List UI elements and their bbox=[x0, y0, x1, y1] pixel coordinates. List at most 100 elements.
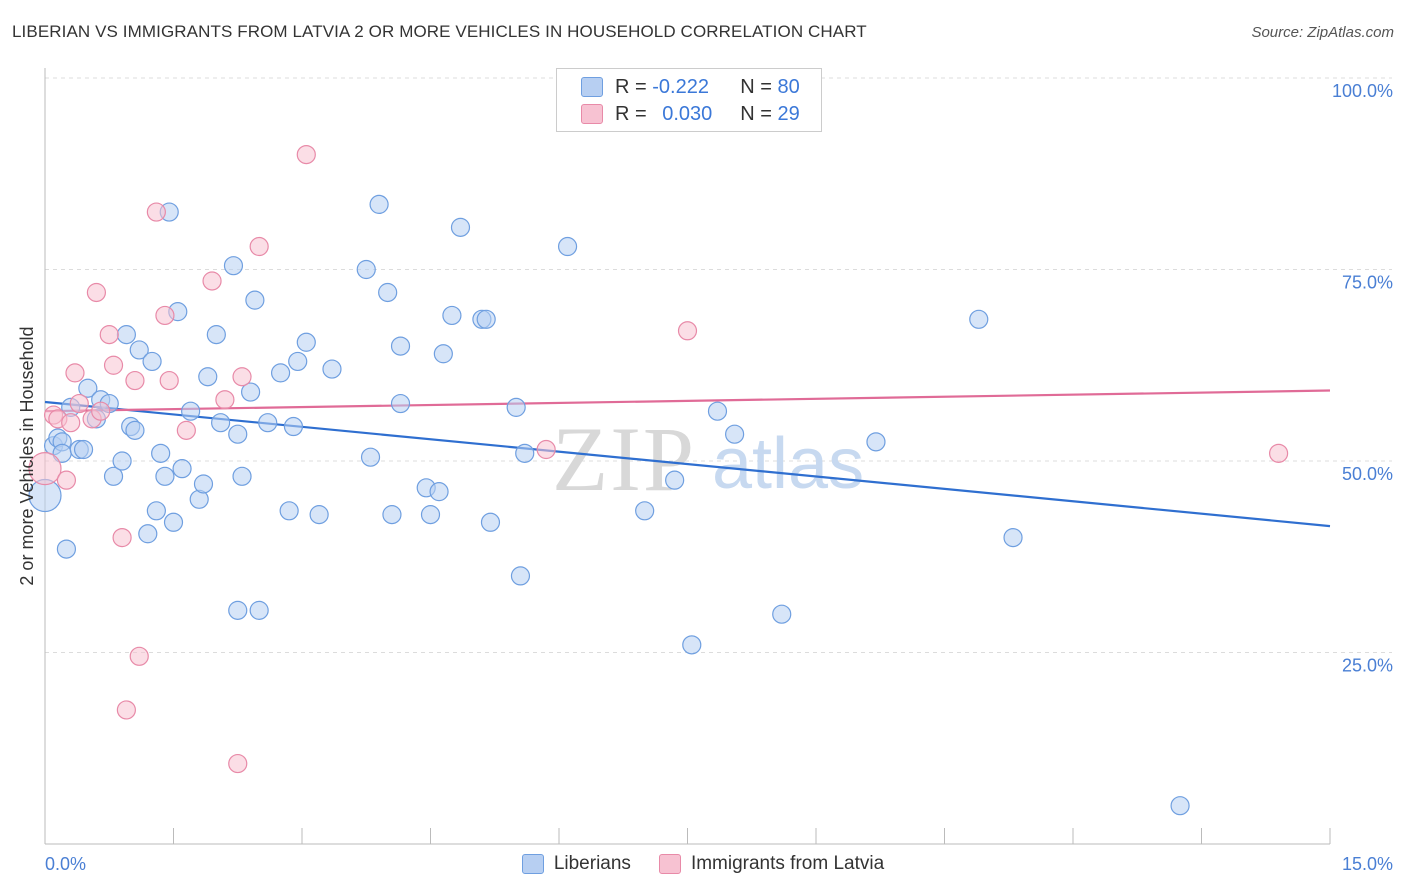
latvia-point bbox=[61, 413, 81, 433]
legend-r-value-liberians: -0.222 bbox=[652, 75, 709, 98]
liberians-point bbox=[245, 290, 265, 310]
liberians-point bbox=[476, 309, 496, 329]
latvia-point bbox=[677, 321, 698, 341]
latvia-point bbox=[146, 202, 166, 222]
liberians-point bbox=[296, 332, 316, 352]
liberians-point bbox=[116, 325, 136, 345]
liberians-legend-swatch bbox=[521, 854, 544, 874]
latvia-point bbox=[56, 470, 77, 490]
liberians-point bbox=[232, 466, 252, 486]
liberians-point bbox=[223, 256, 244, 276]
chart-source: Source: ZipAtlas.com bbox=[1251, 24, 1394, 41]
liberians-point bbox=[172, 459, 192, 479]
latvia-point bbox=[125, 370, 145, 391]
grid-lines bbox=[45, 77, 1392, 653]
liberians-point bbox=[288, 351, 308, 372]
correlation-legend: R = -0.222 N = 80 R = 0.030 N = 29 bbox=[556, 68, 822, 132]
watermark-zip: ZIP bbox=[552, 408, 696, 510]
data-points bbox=[28, 145, 1289, 816]
latvia-point bbox=[202, 271, 222, 291]
liberians-swatch bbox=[581, 77, 603, 97]
liberians-point bbox=[772, 604, 792, 624]
liberians-point bbox=[682, 635, 702, 655]
latvia-point bbox=[159, 370, 179, 391]
latvia-point bbox=[232, 367, 252, 387]
liberians-point bbox=[249, 600, 269, 620]
legend-label-latvia: Immigrants from Latvia bbox=[690, 853, 885, 874]
y-axis-label: 2 or more Vehicles in Household bbox=[17, 326, 37, 585]
y-tick-label: 25.0% bbox=[1342, 656, 1393, 676]
latvia-point bbox=[91, 401, 111, 421]
legend-row-liberians: R = -0.222 N = 80 bbox=[581, 74, 800, 100]
liberians-point bbox=[129, 340, 149, 360]
latvia-swatch bbox=[581, 104, 603, 124]
liberians-point bbox=[309, 505, 329, 525]
liberians-point bbox=[360, 447, 381, 467]
y-tick-label: 50.0% bbox=[1342, 464, 1393, 484]
liberians-point bbox=[1170, 796, 1190, 816]
liberians-point bbox=[442, 305, 462, 326]
liberians-point bbox=[142, 351, 162, 372]
liberians-point bbox=[73, 439, 94, 460]
liberians-point bbox=[112, 451, 132, 471]
liberians-point bbox=[369, 194, 389, 214]
latvia-point bbox=[65, 363, 85, 383]
legend-r-label: R = bbox=[615, 75, 647, 98]
liberians-point bbox=[557, 236, 578, 257]
y-tick-label: 75.0% bbox=[1342, 273, 1393, 293]
liberians-point bbox=[866, 432, 886, 452]
liberians-point bbox=[155, 466, 175, 486]
liberians-point bbox=[193, 474, 214, 494]
x-tick-label: 0.0% bbox=[45, 854, 86, 874]
legend-row-latvia: R = 0.030 N = 29 bbox=[581, 101, 800, 127]
liberians-point bbox=[198, 367, 218, 387]
chart-title: LIBERIAN VS IMMIGRANTS FROM LATVIA 2 OR … bbox=[12, 22, 867, 41]
liberians-point bbox=[429, 482, 449, 502]
liberians-point bbox=[270, 363, 291, 383]
liberians-point bbox=[390, 336, 411, 356]
liberians-point bbox=[78, 378, 98, 398]
legend-item-latvia[interactable]: Immigrants from Latvia bbox=[658, 853, 885, 875]
liberians-point bbox=[725, 424, 745, 444]
liberians-point bbox=[420, 505, 441, 525]
latvia-point bbox=[228, 753, 248, 774]
latvia-point bbox=[155, 305, 175, 326]
liberians-point bbox=[228, 424, 248, 444]
liberians-point bbox=[515, 443, 535, 463]
liberians-point bbox=[56, 539, 77, 559]
latvia-point bbox=[536, 439, 556, 460]
liberians-point bbox=[181, 401, 201, 421]
latvia-point bbox=[215, 390, 235, 410]
latvia-point bbox=[69, 393, 89, 414]
liberians-point bbox=[510, 566, 531, 586]
liberians-point bbox=[228, 600, 248, 620]
latvia-point bbox=[86, 282, 107, 303]
legend-n-label: N = bbox=[740, 102, 772, 125]
liberians-point bbox=[390, 393, 411, 414]
liberians-point bbox=[146, 501, 166, 521]
legend-r-label: R = bbox=[615, 102, 647, 125]
liberians-point bbox=[211, 413, 231, 433]
legend-label-liberians: Liberians bbox=[553, 853, 631, 874]
liberians-point bbox=[480, 512, 501, 532]
y-tick-label: 100.0% bbox=[1332, 81, 1393, 101]
liberians-point bbox=[258, 413, 278, 433]
series-legend: Liberians Immigrants from Latvia bbox=[0, 851, 1406, 877]
tick-labels: 100.0% 75.0% 50.0% 25.0% 0.0% 15.0% bbox=[45, 81, 1393, 874]
legend-r-value-latvia: 0.030 bbox=[662, 102, 713, 125]
liberians-point bbox=[163, 512, 184, 532]
latvia-point bbox=[28, 452, 62, 486]
liberians-point bbox=[382, 505, 402, 525]
latvia-point bbox=[129, 646, 149, 666]
latvia-point bbox=[116, 700, 136, 720]
liberians-point bbox=[506, 397, 526, 417]
latvia-point bbox=[112, 527, 132, 548]
legend-n-label: N = bbox=[740, 75, 772, 98]
legend-n-value-latvia: 29 bbox=[777, 102, 800, 125]
latvia-point bbox=[99, 325, 119, 345]
latvia-point bbox=[296, 145, 316, 165]
latvia-point bbox=[1268, 443, 1289, 463]
liberians-point bbox=[635, 501, 655, 521]
legend-item-liberians[interactable]: Liberians bbox=[521, 853, 631, 875]
